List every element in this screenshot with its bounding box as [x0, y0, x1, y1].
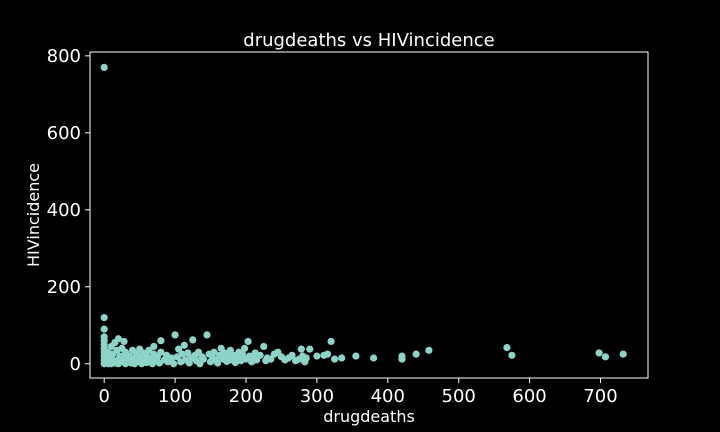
data-point [150, 342, 158, 351]
data-point [214, 359, 222, 367]
data-point [180, 341, 188, 349]
data-point [240, 344, 249, 352]
data-point [352, 352, 360, 360]
data-point [302, 354, 310, 362]
x-tick-label: 500 [442, 386, 476, 407]
data-point [327, 337, 335, 346]
data-point [184, 349, 192, 357]
data-point [238, 350, 247, 358]
data-point [306, 345, 314, 353]
x-tick-label: 0 [98, 386, 109, 407]
data-point [136, 354, 144, 362]
chart-title: drugdeaths vs HIVincidence [243, 30, 494, 51]
data-point [595, 349, 603, 357]
data-point [210, 348, 218, 356]
data-point [297, 345, 305, 353]
data-point [267, 355, 275, 363]
y-tick-label: 600 [47, 123, 81, 144]
x-axis-label: drugdeaths [323, 407, 415, 426]
data-point [157, 337, 165, 345]
data-point [331, 355, 339, 363]
data-point [370, 354, 378, 362]
data-point [619, 350, 627, 358]
x-axis: 0 100 200 300 400 500 600 700 [98, 378, 618, 407]
data-point [313, 352, 321, 360]
data-point [100, 63, 108, 71]
data-point [244, 337, 252, 346]
data-point [189, 336, 197, 344]
data-point [178, 350, 186, 358]
data-point [167, 354, 176, 362]
data-point [256, 351, 264, 359]
y-tick-label: 0 [70, 354, 81, 375]
x-tick-label: 300 [300, 386, 334, 407]
data-point [508, 351, 516, 359]
data-point [338, 354, 346, 362]
y-tick-label: 400 [47, 200, 81, 221]
x-tick-label: 200 [229, 386, 263, 407]
data-point [145, 346, 153, 354]
data-point [100, 325, 108, 333]
data-point [226, 346, 234, 354]
data-point [398, 355, 406, 363]
x-tick-label: 100 [158, 386, 192, 407]
data-point [199, 355, 208, 363]
data-points [100, 63, 627, 368]
x-tick-label: 400 [371, 386, 405, 407]
data-point [601, 353, 610, 361]
data-point [412, 350, 420, 358]
data-point [114, 335, 122, 343]
y-axis-label: HIVincidence [24, 163, 43, 267]
data-point [323, 350, 332, 358]
data-point [175, 345, 183, 353]
y-tick-label: 800 [47, 46, 81, 67]
data-point [425, 346, 433, 354]
data-point [171, 331, 179, 339]
y-axis: 0 200 400 600 800 [47, 46, 90, 375]
data-point [503, 343, 511, 352]
data-point [157, 348, 165, 356]
data-point [260, 342, 268, 351]
x-tick-label: 600 [512, 386, 546, 407]
x-tick-label: 700 [583, 386, 617, 407]
plot-frame [89, 51, 649, 379]
y-tick-label: 200 [47, 277, 81, 298]
data-point [120, 337, 128, 346]
data-point [100, 313, 108, 322]
data-point [203, 331, 211, 339]
data-point [170, 360, 178, 368]
data-point [288, 351, 296, 359]
